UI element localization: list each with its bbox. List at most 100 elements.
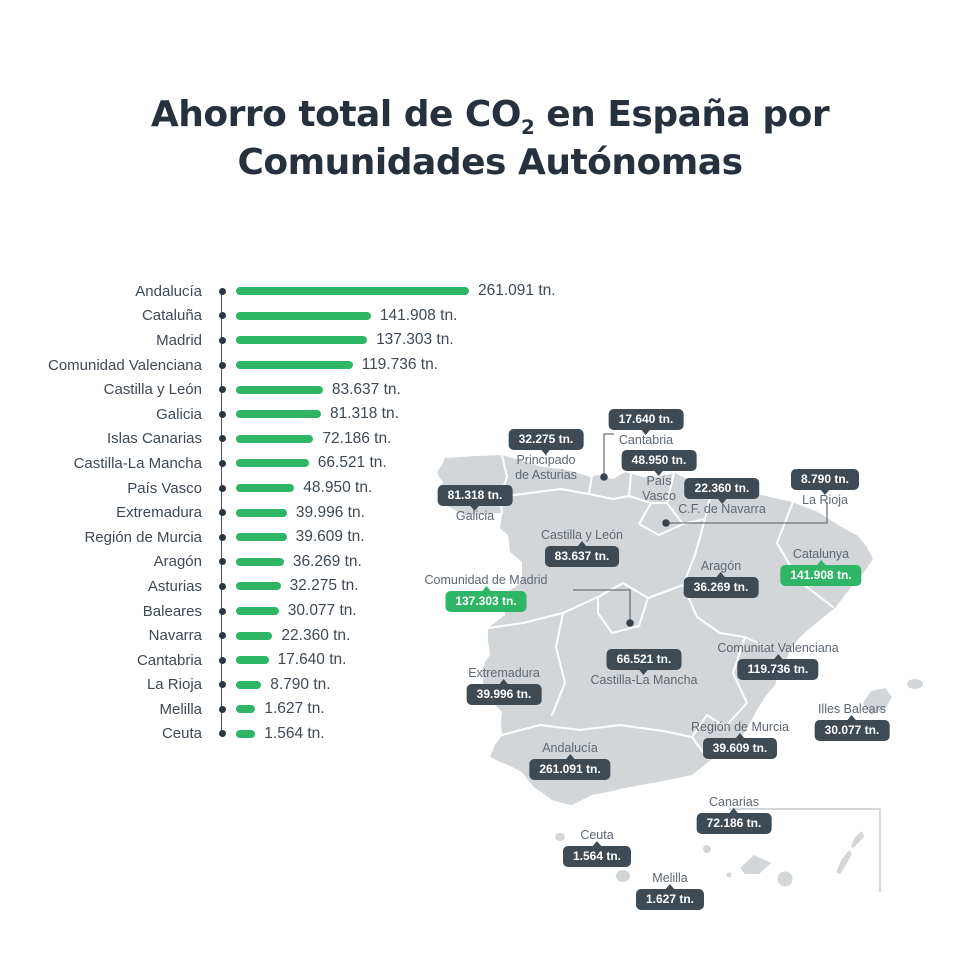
page-title: Ahorro total de CO2 en España por Comuni… <box>0 92 980 186</box>
region-value-badge: 17.640 tn. <box>608 409 684 430</box>
bar-row: Castilla y León 83.637 tn. <box>7 377 607 402</box>
bar-label: La Rioja <box>146 676 202 694</box>
co2-subscript: 2 <box>520 116 535 140</box>
bar-value: 30.077 tn. <box>287 602 357 620</box>
axis-dot-wrap <box>215 509 229 517</box>
bar <box>236 410 321 419</box>
map-marker: 81.318 tn. Galicia <box>437 485 513 524</box>
map-marker: Melilla 1.627 tn. <box>635 871 705 910</box>
la-rioja-dot-icon <box>662 519 670 527</box>
bar-value: 66.521 tn. <box>317 454 387 472</box>
region-value-badge: 261.091 tn. <box>529 759 611 780</box>
bar-row: Cantabria 17.640 tn. <box>7 648 607 673</box>
bar-value: 48.950 tn. <box>303 479 373 497</box>
axis-dot-wrap <box>215 656 229 664</box>
bar-value: 81.318 tn. <box>329 405 399 423</box>
bar <box>236 656 269 665</box>
bar-label: Cataluña <box>141 307 202 325</box>
map-marker: 32.275 tn. Principado de Asturias <box>508 429 584 483</box>
region-value-badge: 48.950 tn. <box>621 450 697 471</box>
axis-dot-icon <box>218 533 226 541</box>
islands <box>555 679 923 887</box>
axis-dot-wrap <box>215 336 229 344</box>
axis-dot-wrap <box>215 484 229 492</box>
map-marker: Comunitat Valenciana 119.736 tn. <box>717 641 839 680</box>
region-value-badge: 83.637 tn. <box>544 546 620 567</box>
bar-value: 17.640 tn. <box>277 651 347 669</box>
melilla-island <box>616 870 630 882</box>
bar <box>236 582 281 591</box>
bar-row: La Rioja 8.790 tn. <box>7 673 607 698</box>
axis-dot-icon <box>218 312 226 320</box>
axis-dot-icon <box>218 558 226 566</box>
axis-dot-icon <box>218 656 226 664</box>
tenerife-island <box>740 855 771 874</box>
map-marker: Región de Murcia 39.609 tn. <box>691 720 789 759</box>
axis-dot-wrap <box>215 386 229 394</box>
region-name-label: Illes Balears <box>817 702 887 716</box>
axis-dot-icon <box>218 287 226 295</box>
axis-dot-wrap <box>215 410 229 418</box>
axis-dot-icon <box>218 632 226 640</box>
region-value-badge: 81.318 tn. <box>437 485 513 506</box>
region-name-label: Galicia <box>455 509 495 523</box>
bar-label: Región de Murcia <box>84 528 202 546</box>
bar-row: País Vasco 48.950 tn. <box>7 476 607 501</box>
map-marker: Comunidad de Madrid 137.303 tn. <box>425 573 548 612</box>
axis-dot-icon <box>218 459 226 467</box>
axis-dot-icon <box>218 336 226 344</box>
axis-dot-icon <box>218 582 226 590</box>
map-marker: 17.640 tn. Cantabria <box>608 409 684 448</box>
bar <box>236 434 314 443</box>
bar-label: Islas Canarias <box>106 430 202 448</box>
region-borders <box>487 454 834 760</box>
map-marker: Canarias 72.186 tn. <box>696 795 772 834</box>
bar-value: 1.564 tn. <box>264 724 325 742</box>
bar-row: Asturias 32.275 tn. <box>7 574 607 599</box>
bar-label: Madrid <box>156 331 202 349</box>
region-name-label: Principado de Asturias <box>515 453 577 482</box>
map-marker: 22.360 tn. C.F. de Navarra <box>678 478 766 517</box>
bar-row: Islas Canarias 72.186 tn. <box>7 427 607 452</box>
bar <box>236 607 279 616</box>
region-name-label: Catalunya <box>792 547 850 561</box>
bar <box>236 385 323 394</box>
axis-dot-wrap <box>215 632 229 640</box>
region-name-label: Aragón <box>700 559 742 573</box>
axis-dot-icon <box>218 509 226 517</box>
region-value-badge: 36.269 tn. <box>683 577 759 598</box>
spain-map: 17.640 tn. Cantabria 32.275 tn. Principado… <box>415 385 980 980</box>
map-marker: Aragón 36.269 tn. <box>683 559 759 598</box>
region-name-label: Canarias <box>708 795 760 809</box>
title-line-1: Ahorro total de CO2 en España por <box>150 94 830 140</box>
bar <box>236 336 368 345</box>
bar-row: Galicia 81.318 tn. <box>7 402 607 427</box>
axis-dot-icon <box>218 705 226 713</box>
region-value-badge: 1.627 tn. <box>635 889 705 910</box>
bar-value: 8.790 tn. <box>270 675 331 693</box>
bar-label: Andalucía <box>135 282 202 300</box>
region-value-badge: 22.360 tn. <box>684 478 760 499</box>
region-value-badge: 72.186 tn. <box>696 813 772 834</box>
menorca-island <box>907 679 923 689</box>
map-marker: Illes Balears 30.077 tn. <box>814 702 890 741</box>
bar-label: Castilla y León <box>103 381 202 399</box>
region-value-badge: 39.996 tn. <box>466 684 542 705</box>
bar <box>236 533 287 542</box>
bar-label: Asturias <box>147 577 202 595</box>
axis-dot-icon <box>218 484 226 492</box>
spain-peninsula-shape <box>437 455 873 805</box>
bar <box>236 705 256 714</box>
bar-value: 39.996 tn. <box>295 503 365 521</box>
bar-label: Melilla <box>159 700 202 718</box>
bar-row: Extremadura 39.996 tn. <box>7 500 607 525</box>
bar-label: Aragón <box>153 553 202 571</box>
axis-dot-icon <box>218 607 226 615</box>
leader-dots <box>600 473 670 627</box>
bar-row: Melilla 1.627 tn. <box>7 697 607 722</box>
cantabria-leader-line <box>603 433 614 475</box>
axis-dot-icon <box>218 730 226 738</box>
bar-label: Castilla-La Mancha <box>73 454 202 472</box>
region-name-label: La Rioja <box>802 493 848 507</box>
